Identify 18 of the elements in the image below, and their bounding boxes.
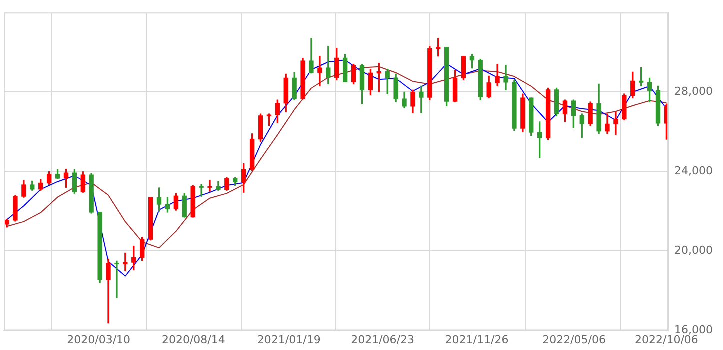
candlestick — [614, 112, 618, 136]
candlestick — [123, 252, 128, 272]
x-tick-label: 2020/08/14 — [162, 333, 226, 346]
x-tick-label: 2022/05/06 — [542, 333, 606, 346]
x-tick-label: 2021/11/26 — [445, 333, 509, 346]
x-tick-label: 2020/03/10 — [67, 333, 131, 346]
y-tick-label: 20,000 — [674, 244, 714, 258]
y-tick-label: 28,000 — [674, 85, 714, 98]
candlestick — [318, 56, 322, 87]
x-tick-label: 2021/01/19 — [257, 333, 321, 346]
candlestick — [199, 184, 204, 197]
candlestick — [419, 86, 424, 114]
y-tick-label: 24,000 — [674, 164, 714, 178]
candlestick — [208, 180, 212, 192]
y-tick-label: 16,000 — [674, 324, 714, 337]
candlestick — [504, 64, 508, 90]
x-tick-label: 2021/06/23 — [351, 333, 414, 346]
candlestick — [114, 260, 120, 298]
